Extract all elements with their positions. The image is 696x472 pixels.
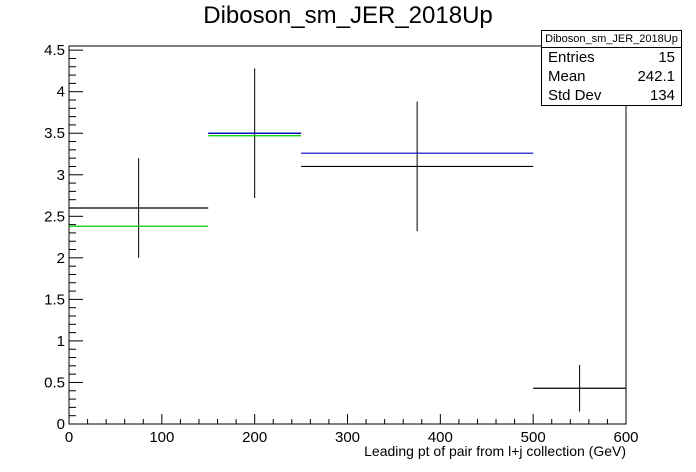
y-tick-label: 0.5 <box>44 374 65 391</box>
stats-box-title: Diboson_sm_JER_2018Up <box>542 31 681 48</box>
x-tick-label: 300 <box>335 429 360 446</box>
y-tick-label: 1 <box>57 333 65 350</box>
stats-box: Diboson_sm_JER_2018Up Entries 15 Mean 24… <box>541 30 682 106</box>
y-tick-label: 0 <box>57 416 65 433</box>
stats-label: Std Dev <box>548 87 602 104</box>
y-tick-label: 2 <box>57 250 65 267</box>
y-tick-label: 1.5 <box>44 291 65 308</box>
axes: 0 100 200 300 400 500 600 0 0.5 1 1.5 2 2.5 3 3.5 4 4.5 <box>44 42 638 446</box>
x-tick-label: 200 <box>242 429 267 446</box>
x-tick-label: 600 <box>613 429 638 446</box>
stats-value: 242.1 <box>637 68 675 85</box>
x-tick-label: 400 <box>428 429 453 446</box>
x-tick-label: 500 <box>521 429 546 446</box>
y-tick-label: 3 <box>57 167 65 184</box>
x-tick-label: 0 <box>65 429 73 446</box>
y-tick-label: 4 <box>57 84 65 101</box>
x-tick-label: 100 <box>149 429 174 446</box>
data-marks <box>69 68 626 412</box>
chart-title: Diboson_sm_JER_2018Up <box>203 2 493 29</box>
stats-value: 134 <box>649 87 675 104</box>
stats-label: Mean <box>548 68 586 85</box>
stats-row-mean: Mean 242.1 <box>542 67 681 86</box>
y-tick-label: 4.5 <box>44 42 65 59</box>
y-tick-label: 2.5 <box>44 208 65 225</box>
y-tick-label: 3.5 <box>44 125 65 142</box>
stats-row-stddev: Std Dev 134 <box>542 86 681 105</box>
stats-row-entries: Entries 15 <box>542 48 681 67</box>
x-axis-label: Leading pt of pair from l+j collection (… <box>364 443 626 459</box>
stats-value: 15 <box>658 49 675 66</box>
stats-label: Entries <box>548 49 595 66</box>
